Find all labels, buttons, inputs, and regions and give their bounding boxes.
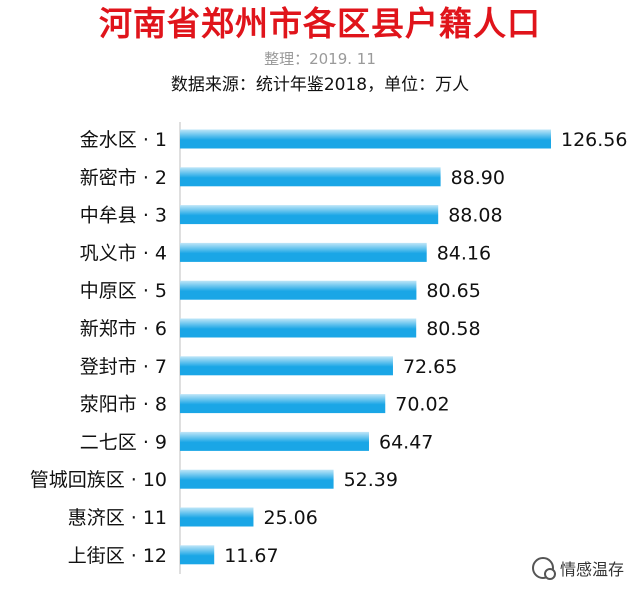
value-label: 88.08 bbox=[448, 205, 502, 227]
category-label: 管城回族区 · 10 bbox=[30, 469, 167, 491]
bar bbox=[180, 167, 441, 187]
value-label: 25.06 bbox=[263, 507, 317, 529]
value-label: 64.47 bbox=[379, 431, 433, 453]
category-label: 荥阳市 · 8 bbox=[80, 394, 167, 416]
bar bbox=[180, 205, 439, 225]
value-label: 88.90 bbox=[451, 167, 505, 189]
chat-bubble-icon bbox=[531, 557, 556, 580]
value-label: 84.16 bbox=[437, 242, 491, 264]
value-label: 72.65 bbox=[403, 356, 457, 378]
category-label: 二七区 · 9 bbox=[80, 431, 167, 453]
category-label: 中牟县 · 3 bbox=[80, 205, 167, 227]
category-label: 登封市 · 7 bbox=[80, 356, 167, 378]
value-label: 52.39 bbox=[344, 469, 398, 491]
bar bbox=[180, 507, 254, 527]
category-label: 中原区 · 5 bbox=[80, 280, 167, 302]
value-label: 126.56 bbox=[561, 129, 627, 151]
value-label: 80.58 bbox=[426, 318, 480, 340]
category-label: 金水区 · 1 bbox=[80, 129, 167, 151]
category-label: 新郑市 · 6 bbox=[80, 318, 167, 340]
value-label: 80.65 bbox=[426, 280, 480, 302]
chart-title: 河南省郑州市各区县户籍人口 bbox=[99, 4, 541, 43]
bar bbox=[180, 318, 417, 338]
value-label: 11.67 bbox=[224, 545, 278, 567]
data-source-note: 数据来源：统计年鉴2018，单位：万人 bbox=[170, 75, 470, 95]
category-label: 新密市 · 2 bbox=[80, 167, 167, 189]
category-label: 上街区 · 12 bbox=[68, 545, 167, 567]
category-label: 巩义市 · 4 bbox=[80, 242, 167, 264]
watermark-text: 情感温存 bbox=[559, 560, 624, 579]
bar bbox=[180, 469, 334, 489]
bar bbox=[180, 545, 215, 565]
bar bbox=[180, 356, 393, 376]
chart-subtitle: 整理：2019. 11 bbox=[264, 50, 376, 68]
bar bbox=[180, 431, 369, 451]
category-label: 惠济区 · 11 bbox=[68, 507, 167, 529]
bar bbox=[180, 394, 386, 414]
bar bbox=[180, 129, 551, 149]
bar bbox=[180, 242, 427, 262]
bar bbox=[180, 280, 417, 300]
watermark: 情感温存 bbox=[531, 556, 624, 580]
value-label: 70.02 bbox=[395, 394, 449, 416]
